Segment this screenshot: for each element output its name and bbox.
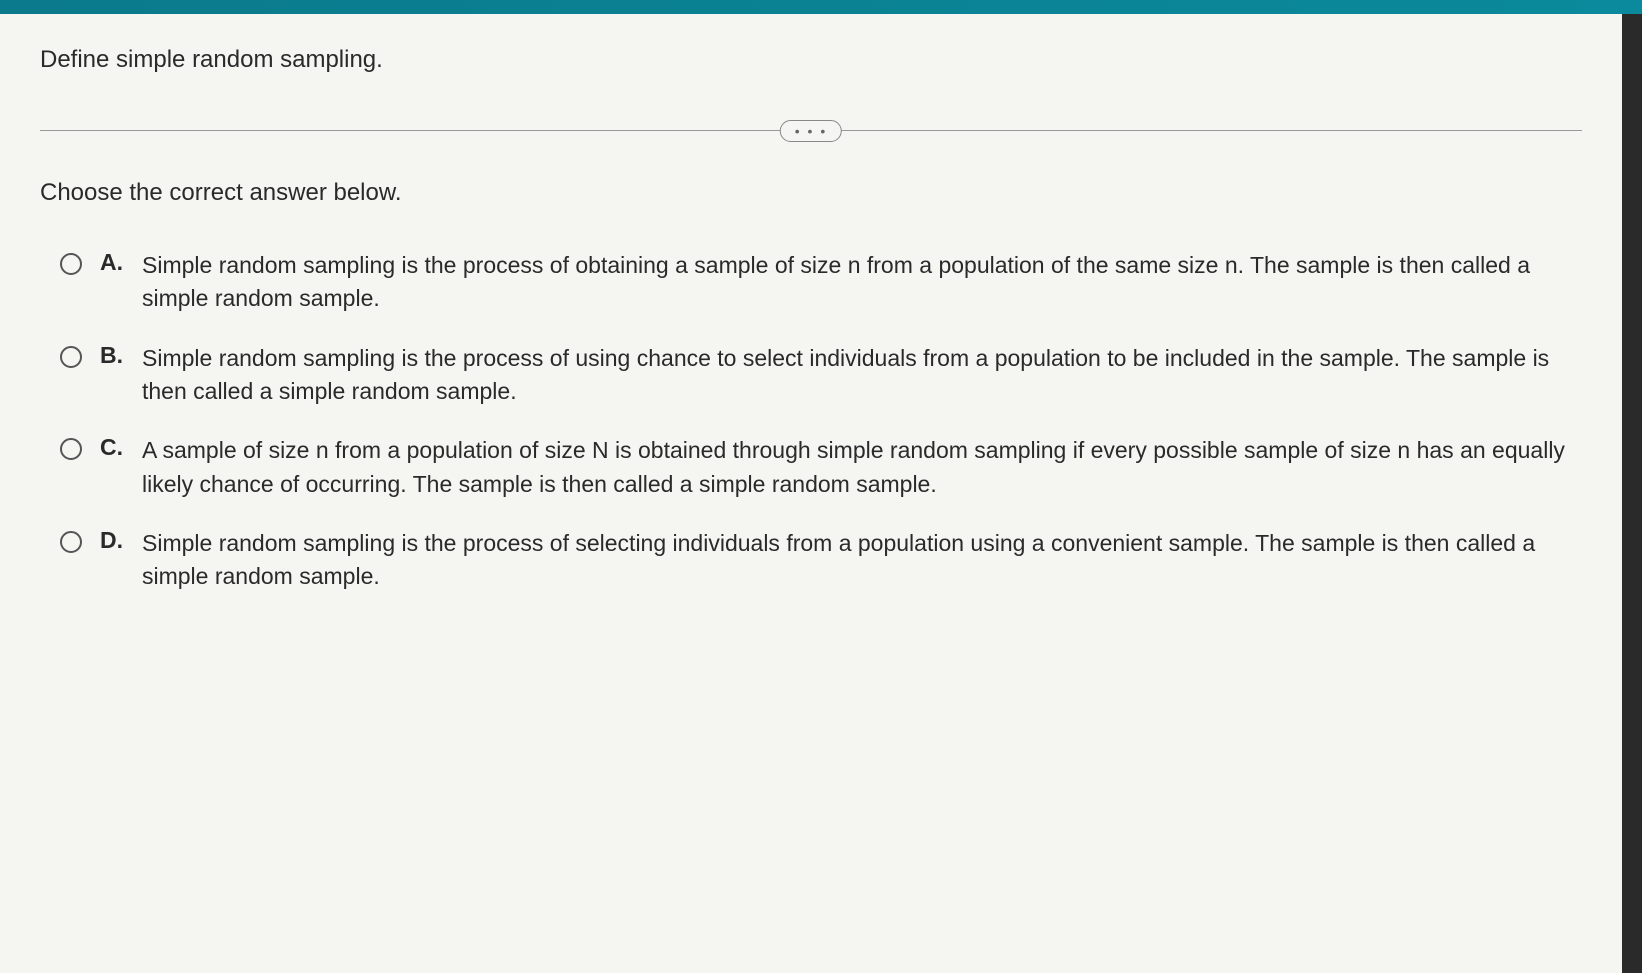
- option-c-row[interactable]: C. A sample of size n from a population …: [60, 434, 1582, 501]
- more-options-pill[interactable]: • • •: [780, 120, 842, 142]
- option-d-row[interactable]: D. Simple random sampling is the process…: [60, 527, 1582, 594]
- radio-d[interactable]: [60, 531, 82, 553]
- outer-frame: Define simple random sampling. • • • Cho…: [0, 0, 1642, 973]
- options-list: A. Simple random sampling is the process…: [40, 249, 1582, 594]
- option-b-text: Simple random sampling is the process of…: [142, 342, 1582, 409]
- option-a-label: A.: [100, 249, 128, 276]
- radio-c[interactable]: [60, 438, 82, 460]
- option-c-text: A sample of size n from a population of …: [142, 434, 1582, 501]
- option-c-label: C.: [100, 434, 128, 461]
- content-panel: Define simple random sampling. • • • Cho…: [0, 14, 1622, 973]
- radio-a[interactable]: [60, 253, 82, 275]
- question-text: Define simple random sampling.: [40, 46, 1582, 74]
- option-a-text: Simple random sampling is the process of…: [142, 249, 1582, 316]
- instruction-text: Choose the correct answer below.: [40, 179, 1582, 207]
- divider-container: • • •: [40, 130, 1582, 131]
- option-d-label: D.: [100, 527, 128, 554]
- option-b-label: B.: [100, 342, 128, 369]
- top-bar: [0, 0, 1642, 14]
- radio-b[interactable]: [60, 346, 82, 368]
- option-d-text: Simple random sampling is the process of…: [142, 527, 1582, 594]
- option-b-row[interactable]: B. Simple random sampling is the process…: [60, 342, 1582, 409]
- option-a-row[interactable]: A. Simple random sampling is the process…: [60, 249, 1582, 316]
